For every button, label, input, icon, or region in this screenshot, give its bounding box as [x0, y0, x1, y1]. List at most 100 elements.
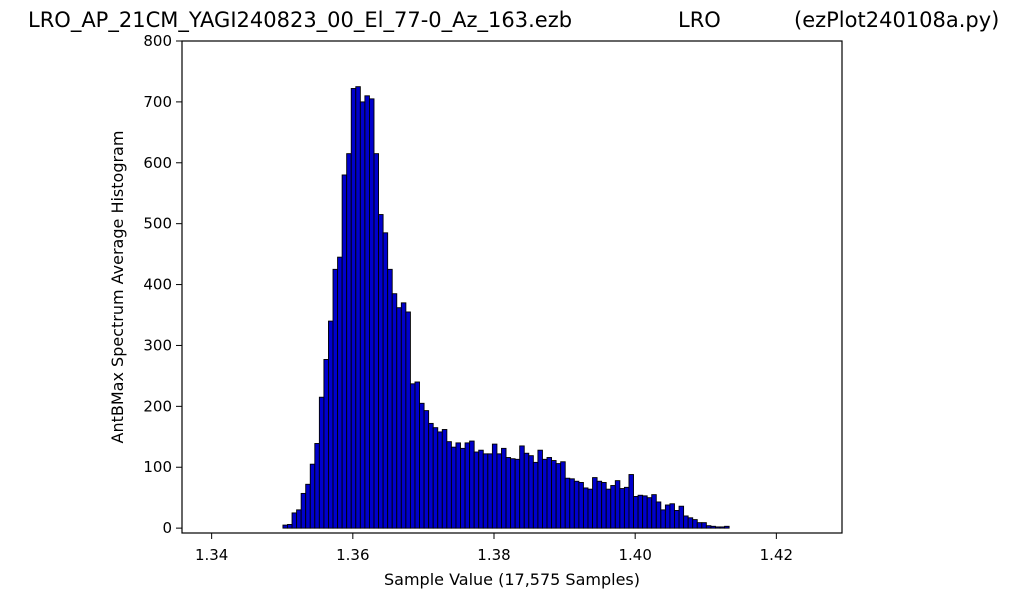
histogram-bar	[510, 458, 516, 529]
histogram-bar	[428, 422, 434, 529]
histogram-bar	[419, 402, 425, 529]
histogram-bar	[678, 505, 685, 529]
histogram-bar	[460, 447, 466, 529]
histogram-bar	[587, 488, 593, 529]
y-axis-ticks: 0 100 200 300 400 500 600 700 800	[143, 32, 182, 537]
histogram-bar	[350, 88, 357, 529]
histogram-bar	[569, 478, 575, 529]
y-tick-label: 400	[143, 276, 172, 294]
histogram-bar	[487, 453, 493, 529]
histogram-bar	[623, 486, 630, 529]
y-tick-label: 200	[143, 397, 172, 415]
histogram-bar	[450, 446, 457, 529]
histogram-bar	[473, 451, 480, 529]
histogram-bar	[359, 101, 366, 529]
histogram-bar	[291, 512, 298, 529]
histogram-bar	[710, 525, 716, 529]
histogram-bar	[296, 509, 302, 529]
histogram-bar	[423, 410, 430, 529]
histogram-bar	[332, 268, 339, 529]
x-tick-label: 1.34	[195, 546, 228, 564]
histogram-bar	[519, 445, 525, 529]
histogram-bar	[501, 447, 507, 529]
histogram-bar	[614, 480, 621, 529]
histogram-bar	[651, 494, 657, 529]
histogram-bar	[555, 463, 562, 529]
histogram-bar	[573, 480, 580, 529]
histogram-bar	[496, 453, 502, 529]
histogram-bar	[369, 98, 375, 529]
y-tick-label: 600	[143, 154, 172, 172]
y-tick-label: 100	[143, 458, 172, 476]
chart-title-script: (ezPlot240108a.py)	[794, 8, 1000, 32]
histogram-bar	[341, 174, 348, 529]
histogram-bar	[482, 453, 489, 529]
histogram-bar	[414, 381, 420, 529]
histogram-bar	[300, 492, 307, 529]
histogram-bar	[355, 86, 361, 529]
histogram-bar	[309, 463, 316, 529]
histogram-bar	[409, 383, 416, 529]
histogram-bar	[523, 452, 530, 529]
histogram-bar	[305, 483, 311, 529]
histogram-bar	[400, 302, 407, 529]
histogram-bar	[578, 482, 584, 529]
histogram-bar	[491, 443, 498, 529]
histogram-bar	[546, 457, 553, 529]
histogram-bar	[683, 515, 689, 529]
y-tick-label: 0	[162, 519, 172, 537]
histogram-bar	[373, 153, 380, 529]
histogram-bar	[323, 359, 329, 529]
histogram-bar	[287, 524, 293, 529]
histogram-bar	[696, 522, 703, 529]
histogram-bar	[514, 458, 521, 529]
histogram-bar	[564, 477, 571, 529]
histogram-bar	[396, 307, 402, 529]
histogram-bar	[642, 495, 648, 529]
histogram-bar	[378, 214, 384, 529]
histogram-bar	[619, 488, 625, 529]
y-axis-label: AntBMax Spectrum Average Histogram	[108, 131, 127, 444]
y-tick-label: 700	[143, 93, 172, 111]
histogram-bar	[705, 525, 712, 529]
histogram-bar	[592, 477, 598, 529]
histogram-bar	[637, 494, 644, 529]
histogram-bar	[328, 320, 334, 529]
histogram-bar	[382, 232, 389, 529]
histogram-bar	[528, 455, 534, 529]
chart-title-station: LRO	[678, 8, 721, 32]
histogram-bar	[314, 443, 320, 529]
histogram-bar	[437, 431, 443, 529]
histogram-bar	[660, 509, 666, 529]
x-axis-ticks: 1.34 1.36 1.38 1.40 1.42	[195, 533, 793, 564]
histogram-bar	[669, 503, 675, 529]
histogram-bar	[664, 504, 671, 529]
histogram-bar	[391, 293, 398, 529]
histogram-bar	[505, 457, 512, 529]
histogram-bar	[551, 460, 557, 529]
y-tick-label: 300	[143, 336, 172, 354]
histogram-bar	[610, 485, 616, 529]
histogram-bar	[605, 488, 612, 529]
histogram-bar	[405, 311, 411, 529]
histogram-bars	[282, 86, 730, 529]
x-tick-label: 1.40	[618, 546, 651, 564]
histogram-bar	[469, 440, 475, 529]
chart-title-filename: LRO_AP_21CM_YAGI240823_00_El_77-0_Az_163…	[28, 8, 573, 32]
histogram-bar	[364, 95, 370, 529]
histogram-bar	[455, 442, 461, 529]
histogram-bar	[542, 458, 548, 529]
histogram-bar	[432, 427, 439, 529]
histogram-bar	[537, 449, 543, 529]
histogram-bar	[633, 496, 639, 529]
histogram-bar	[596, 480, 603, 529]
x-tick-label: 1.36	[336, 546, 369, 564]
plot-frame	[181, 40, 843, 534]
histogram-bar	[655, 501, 662, 529]
histogram-bar	[478, 449, 484, 529]
histogram-bar	[646, 497, 653, 529]
histogram-bar	[687, 517, 694, 529]
histogram-bar	[724, 525, 730, 529]
y-tick-label: 800	[143, 32, 172, 50]
